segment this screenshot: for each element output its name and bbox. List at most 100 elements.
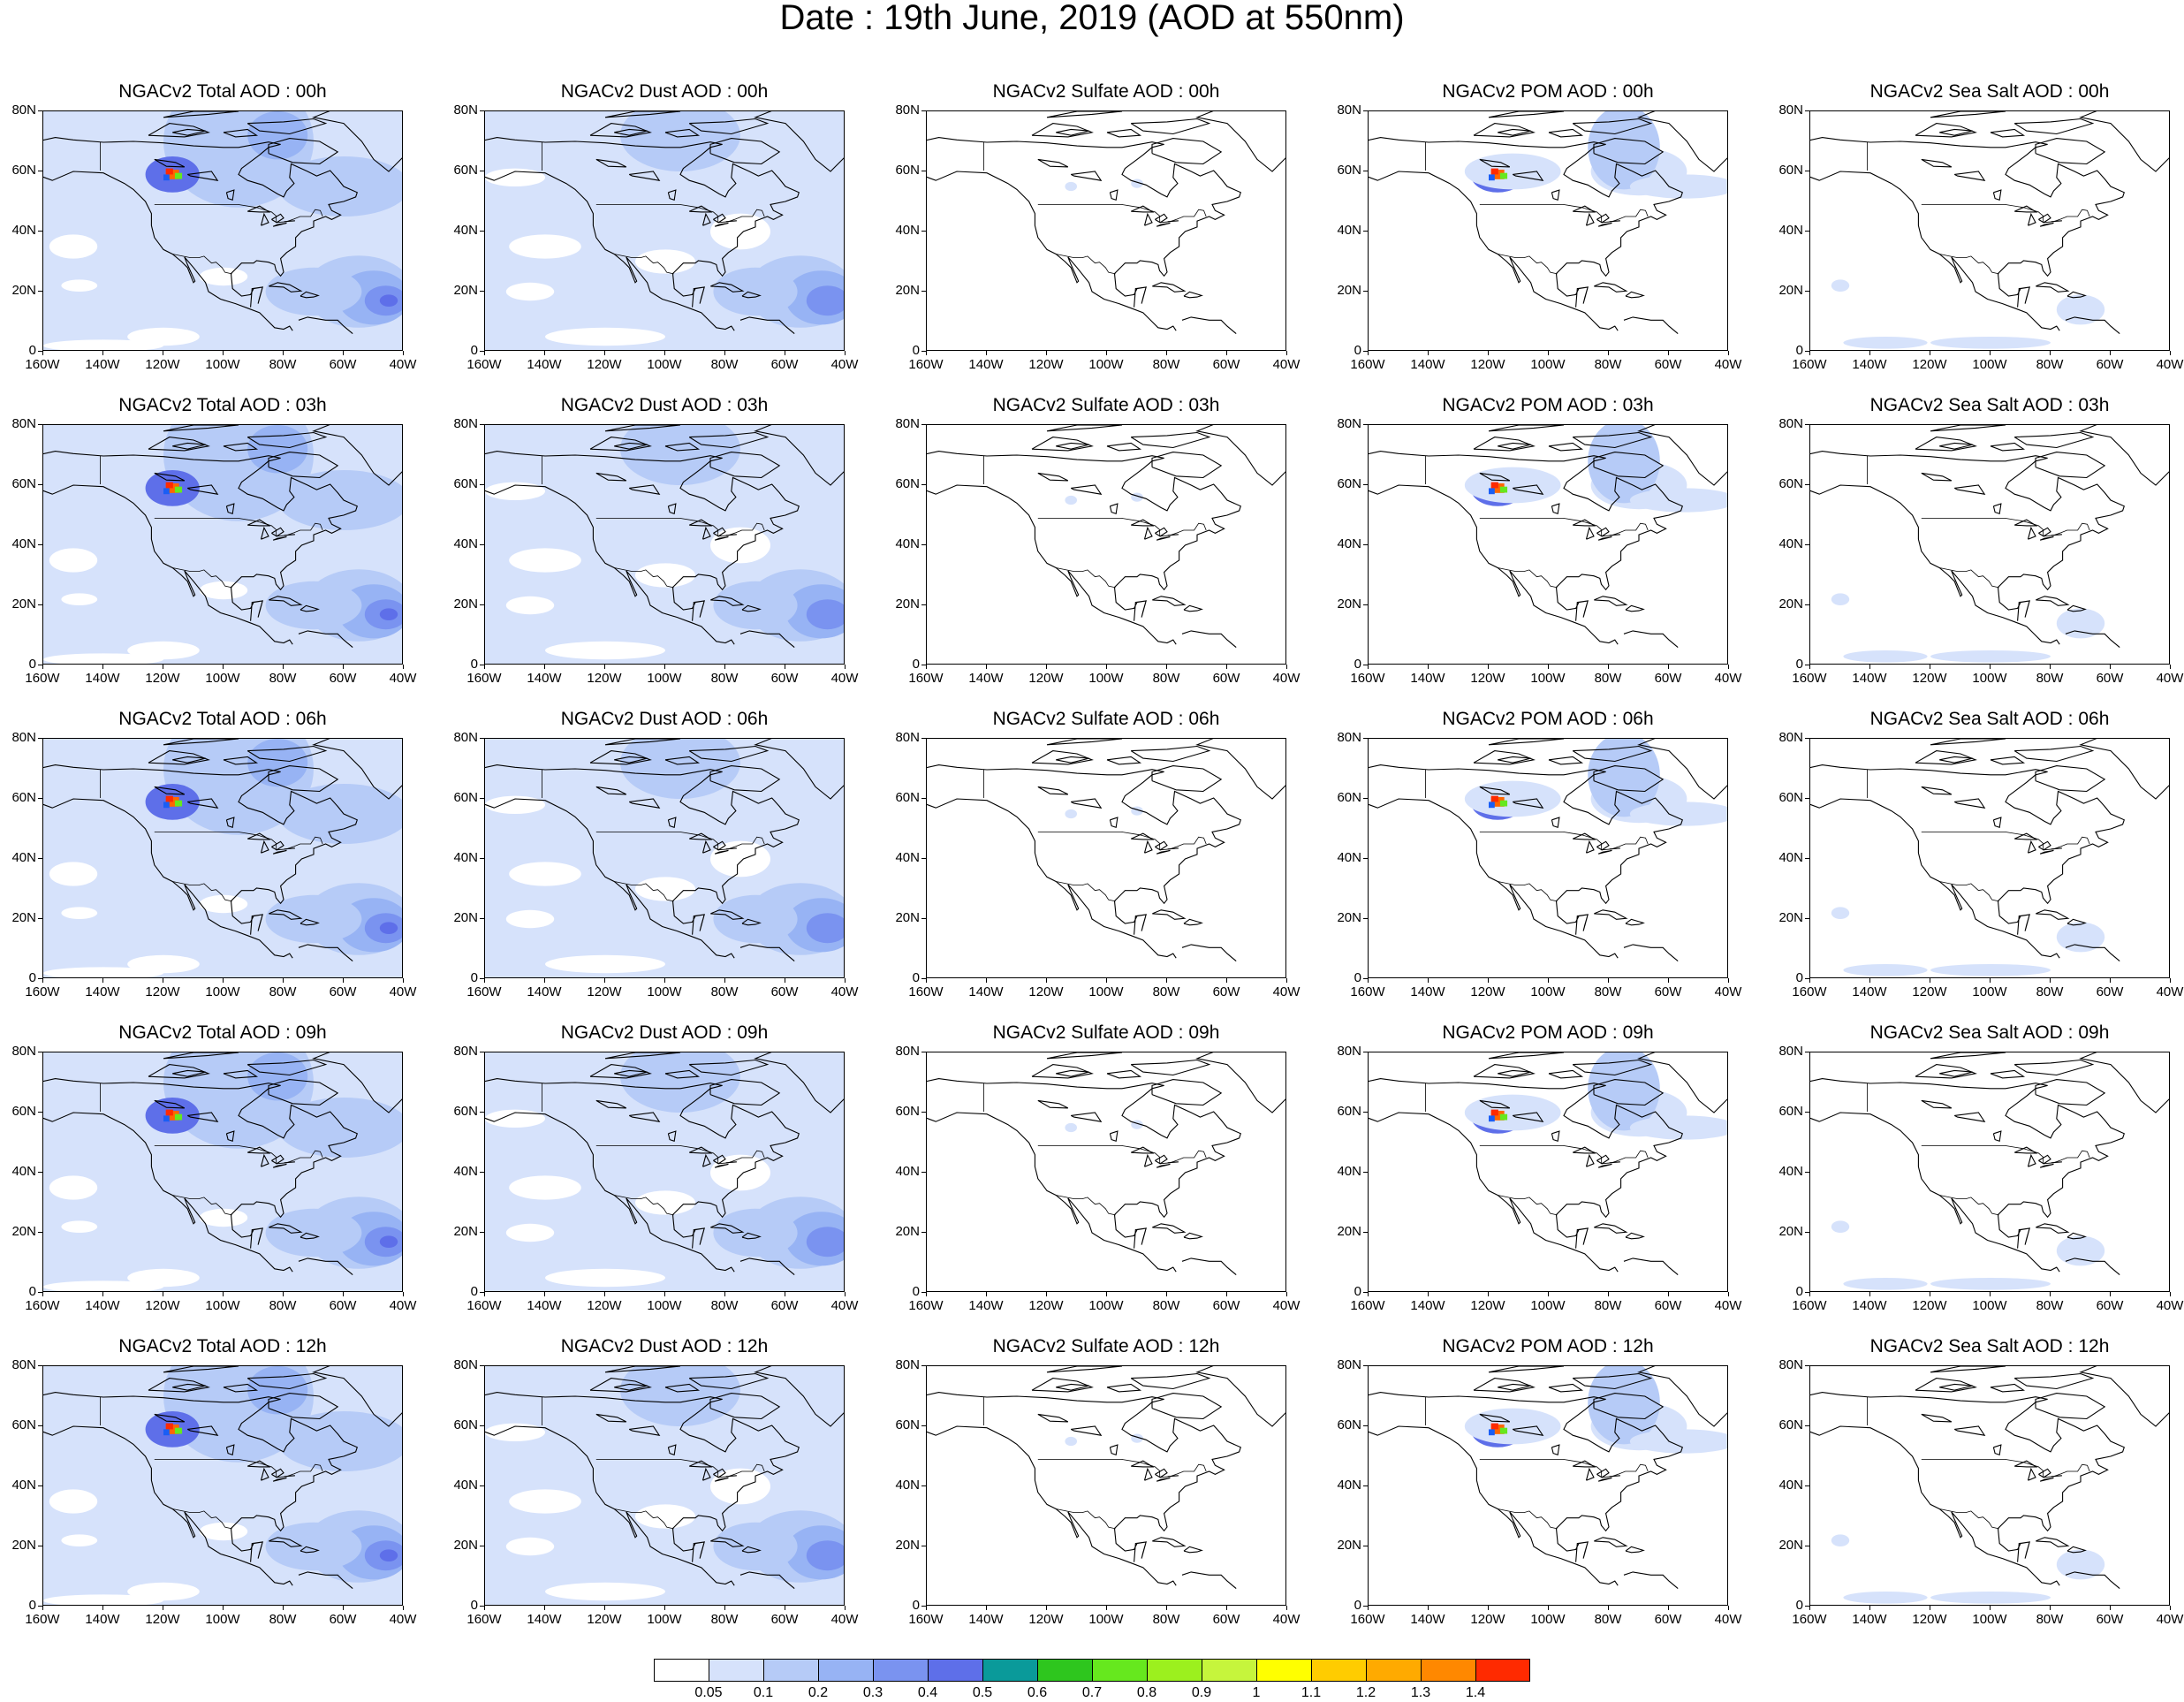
longitude-tick xyxy=(1728,665,1729,669)
latitude-tick-label: 80N xyxy=(453,1044,478,1059)
longitude-tick xyxy=(724,1606,725,1610)
latitude-tick xyxy=(921,1112,926,1113)
clean-air-area xyxy=(127,1268,200,1288)
lake-outline xyxy=(688,832,713,840)
aod-map-total-09h xyxy=(42,1052,403,1292)
longitude-tick-label: 80W xyxy=(269,984,297,999)
arctic-island xyxy=(2079,1052,2169,1113)
colorbar-bin xyxy=(928,1659,982,1682)
latitude-tick xyxy=(921,351,926,352)
lake-outline xyxy=(186,1425,219,1436)
aod-plume xyxy=(1930,1278,2051,1290)
island-hispaniola xyxy=(1183,918,1203,926)
longitude-tick xyxy=(1368,1292,1369,1296)
aod-plume xyxy=(620,739,740,799)
longitude-tick xyxy=(223,665,224,669)
arctic-island xyxy=(2013,431,2095,449)
aod-map-sea-salt-00h xyxy=(1809,110,2170,351)
panel-title: NGACv2 Sea Salt AOD : 03h xyxy=(1869,395,2110,415)
longitude-tick-label: 120W xyxy=(587,357,622,372)
longitude-tick-label: 120W xyxy=(587,671,622,686)
longitude-tick-label: 160W xyxy=(1792,1298,1827,1313)
panel-title: NGACv2 POM AOD : 00h xyxy=(1442,81,1654,102)
longitude-tick-label: 100W xyxy=(1972,1298,2007,1313)
longitude-tick-label: 100W xyxy=(1088,357,1124,372)
longitude-tick-label: 80W xyxy=(2036,357,2064,372)
longitude-tick xyxy=(1368,665,1369,669)
arctic-island xyxy=(709,765,781,793)
island-hispaniola xyxy=(1625,604,1645,612)
colorbar-label: 1.1 xyxy=(1301,1685,1322,1700)
smoke-plume-core xyxy=(1489,802,1495,809)
longitude-tick-label: 140W xyxy=(1852,984,1887,999)
longitude-tick xyxy=(2170,665,2171,669)
aod-plume xyxy=(806,285,844,316)
coastline xyxy=(1369,1392,1683,1562)
latitude-tick-label: 80N xyxy=(11,1044,36,1059)
longitude-tick-label: 160W xyxy=(908,1298,944,1313)
arctic-island xyxy=(1195,1366,1285,1427)
aod-map-total-03h xyxy=(42,424,403,665)
longitude-tick xyxy=(1106,665,1107,669)
us-mexico-border xyxy=(1498,1508,1558,1530)
longitude-tick xyxy=(2170,1606,2171,1610)
arctic-island xyxy=(589,1064,652,1079)
island-cuba xyxy=(1152,596,1187,606)
aod-plume xyxy=(379,922,398,934)
lake-outline xyxy=(1992,1130,2002,1143)
us-mexico-border xyxy=(1939,254,1999,275)
arctic-island xyxy=(1473,1378,1536,1393)
latitude-tick xyxy=(1363,424,1368,425)
longitude-tick-label: 60W xyxy=(329,671,357,686)
longitude-tick xyxy=(1046,665,1047,669)
longitude-tick-label: 80W xyxy=(710,1298,739,1313)
longitude-tick xyxy=(1608,1606,1609,1610)
aod-plume xyxy=(187,1052,260,1092)
arctic-island xyxy=(1151,765,1223,793)
aod-plume xyxy=(1065,495,1077,505)
arctic-island xyxy=(614,128,648,136)
longitude-tick-label: 100W xyxy=(1530,1298,1566,1313)
longitude-tick xyxy=(1990,665,1991,669)
latitude-tick-label: 20N xyxy=(11,283,36,298)
longitude-tick-label: 40W xyxy=(830,357,859,372)
longitude-tick-label: 80W xyxy=(1152,671,1180,686)
lake-outline xyxy=(2038,840,2051,851)
aod-plume xyxy=(379,294,398,307)
coastline xyxy=(927,764,1241,935)
map-canvas xyxy=(1369,1052,1727,1291)
longitude-tick xyxy=(1428,665,1429,669)
longitude-tick-label: 80W xyxy=(269,357,297,372)
longitude-tick xyxy=(1548,1606,1549,1610)
arctic-island xyxy=(268,1079,339,1106)
smoke-plume-core xyxy=(163,488,170,495)
arctic-island xyxy=(1990,128,2026,138)
longitude-tick-label: 40W xyxy=(1272,984,1301,999)
latitude-tick xyxy=(1363,1112,1368,1113)
latitude-tick-label: 60N xyxy=(1337,476,1361,491)
longitude-tick xyxy=(604,1606,605,1610)
lake-outline xyxy=(2039,1477,2054,1482)
lake-outline xyxy=(1572,519,1596,527)
latitude-tick-label: 0 xyxy=(28,657,36,672)
latitude-tick-label: 0 xyxy=(28,1284,36,1299)
coastline xyxy=(43,451,358,621)
lake-outline xyxy=(713,1468,726,1478)
latitude-tick-label: 80N xyxy=(1778,730,1803,745)
latitude-tick-label: 80N xyxy=(11,103,36,118)
latitude-tick xyxy=(921,110,926,111)
longitude-tick-label: 120W xyxy=(1470,1612,1505,1627)
longitude-tick-label: 100W xyxy=(205,1612,240,1627)
aod-plume xyxy=(247,1366,308,1415)
coastline xyxy=(2065,1258,2120,1276)
latitude-tick-label: 0 xyxy=(1795,1284,1803,1299)
longitude-tick-label: 40W xyxy=(830,984,859,999)
arctic-island xyxy=(1498,442,1531,450)
arctic-island xyxy=(1915,123,1977,138)
coastline xyxy=(1623,1571,1679,1590)
arctic-island xyxy=(1488,1366,1565,1373)
aod-plume xyxy=(187,425,260,465)
lake-outline xyxy=(154,1099,186,1109)
aod-plume xyxy=(713,1522,798,1571)
colorbar-bin xyxy=(709,1659,763,1682)
